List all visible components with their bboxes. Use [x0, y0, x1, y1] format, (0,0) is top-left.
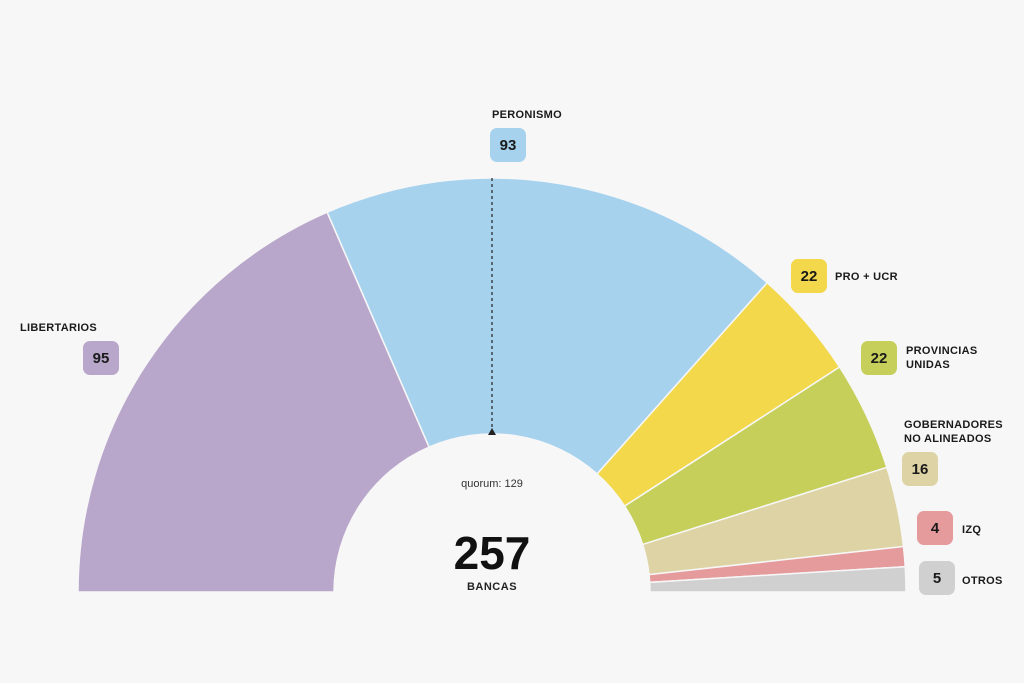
- party-label-libertarios: LIBERTARIOS: [20, 322, 98, 334]
- total-seats-label: BANCAS: [466, 581, 518, 593]
- party-label-peronismo: PERONISMO: [492, 109, 562, 121]
- seat-count-badge-pro-ucr: 22: [791, 259, 827, 293]
- party-label-provincias: PROVINCIAS UNIDAS: [906, 345, 978, 371]
- seat-count-badge-libertarios: 95: [83, 341, 119, 375]
- total-seats: 257: [453, 527, 531, 579]
- party-label-gobernadores: GOBERNADORES NO ALINEADOS: [904, 419, 1003, 445]
- slice-libertarios: [77, 211, 431, 593]
- quorum-marker: [488, 428, 496, 435]
- seat-count-badge-izq: 4: [917, 511, 953, 545]
- party-label-pro-ucr: PRO + UCR: [835, 271, 898, 283]
- party-label-izq: IZQ: [962, 524, 982, 536]
- seat-count-badge-gobernadores: 16: [902, 452, 938, 486]
- quorum-label: quorum: 129: [461, 478, 523, 490]
- seat-count-badge-otros: 5: [919, 561, 955, 595]
- slice-otros: [648, 565, 907, 593]
- seat-count-badge-peronismo: 93: [490, 128, 526, 162]
- party-label-otros: OTROS: [962, 575, 1003, 587]
- seat-count-badge-provincias: 22: [861, 341, 897, 375]
